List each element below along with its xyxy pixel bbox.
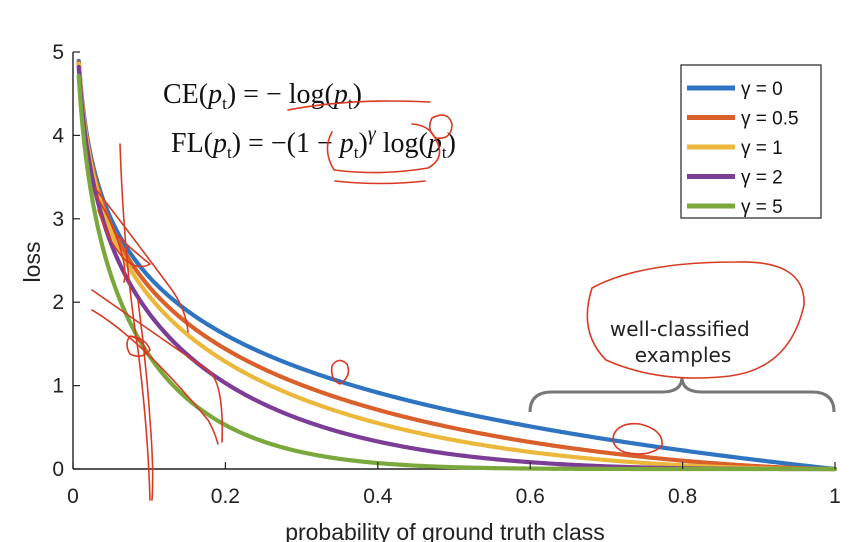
ink-stroke-2 xyxy=(119,143,151,501)
ink-underline-log xyxy=(287,100,431,111)
ink-stroke-5 xyxy=(91,309,219,445)
x-axis-label: probability of ground truth class xyxy=(285,519,605,542)
well-classified-brace xyxy=(528,376,836,413)
y-tick-label: 3 xyxy=(52,208,64,231)
ink-knot xyxy=(126,335,151,358)
legend-label: γ = 1 xyxy=(741,138,783,159)
legend-label: γ = 5 xyxy=(741,197,783,218)
annotation-line-1: well-classified xyxy=(610,317,750,341)
legend-label: γ = 0 xyxy=(741,79,783,100)
legend: γ = 0 γ = 0.5 γ = 1 γ = 2 γ = 5 xyxy=(680,64,822,219)
ce-formula: CE(pt) = − log(pt) xyxy=(163,79,362,113)
y-tick-label: 0 xyxy=(52,458,64,481)
well-classified-annotation: well-classified examples xyxy=(610,317,756,367)
x-tick-label: 0.2 xyxy=(211,485,240,508)
y-tick-label: 2 xyxy=(52,291,64,314)
ink-stroke-6 xyxy=(137,299,154,501)
ink-circle-tail xyxy=(612,422,663,455)
y-axis-label: loss xyxy=(19,242,45,283)
x-tick-label: 0.8 xyxy=(668,485,697,508)
ink-stroke-3 xyxy=(97,209,151,268)
ink-underline-fl xyxy=(334,180,426,185)
x-tick-label: 1 xyxy=(829,485,841,508)
y-tick-label: 4 xyxy=(52,124,64,147)
ink-circle-gamma xyxy=(428,114,453,140)
series-line-gamma-5 xyxy=(76,73,838,472)
series-line-gamma-0 xyxy=(76,58,838,472)
series-line-gamma-0-5 xyxy=(76,60,838,472)
x-tick-label: 0.4 xyxy=(363,485,393,508)
y-tick-label: 5 xyxy=(52,41,64,64)
fl-formula: FL(pt) = −(1 − pt)γ log(pt) xyxy=(171,123,456,162)
ink-stroke-4 xyxy=(91,289,224,443)
y-tick-label: 1 xyxy=(52,375,64,398)
ink-circle-small xyxy=(330,359,350,385)
red-ink-annotations xyxy=(91,100,805,501)
ink-stroke-7 xyxy=(95,195,126,283)
ink-cloud-annotation xyxy=(586,261,805,379)
ink-stroke-1 xyxy=(94,187,189,333)
annotation-line-2: examples xyxy=(635,343,732,367)
legend-label: γ = 0.5 xyxy=(741,109,799,130)
legend-label: γ = 2 xyxy=(741,168,783,189)
x-tick-label: 0.6 xyxy=(516,485,545,508)
x-tick-label: 0 xyxy=(67,485,79,508)
tick-labels: 0 0.2 0.4 0.6 0.8 1 0 1 2 3 4 5 xyxy=(52,41,841,508)
